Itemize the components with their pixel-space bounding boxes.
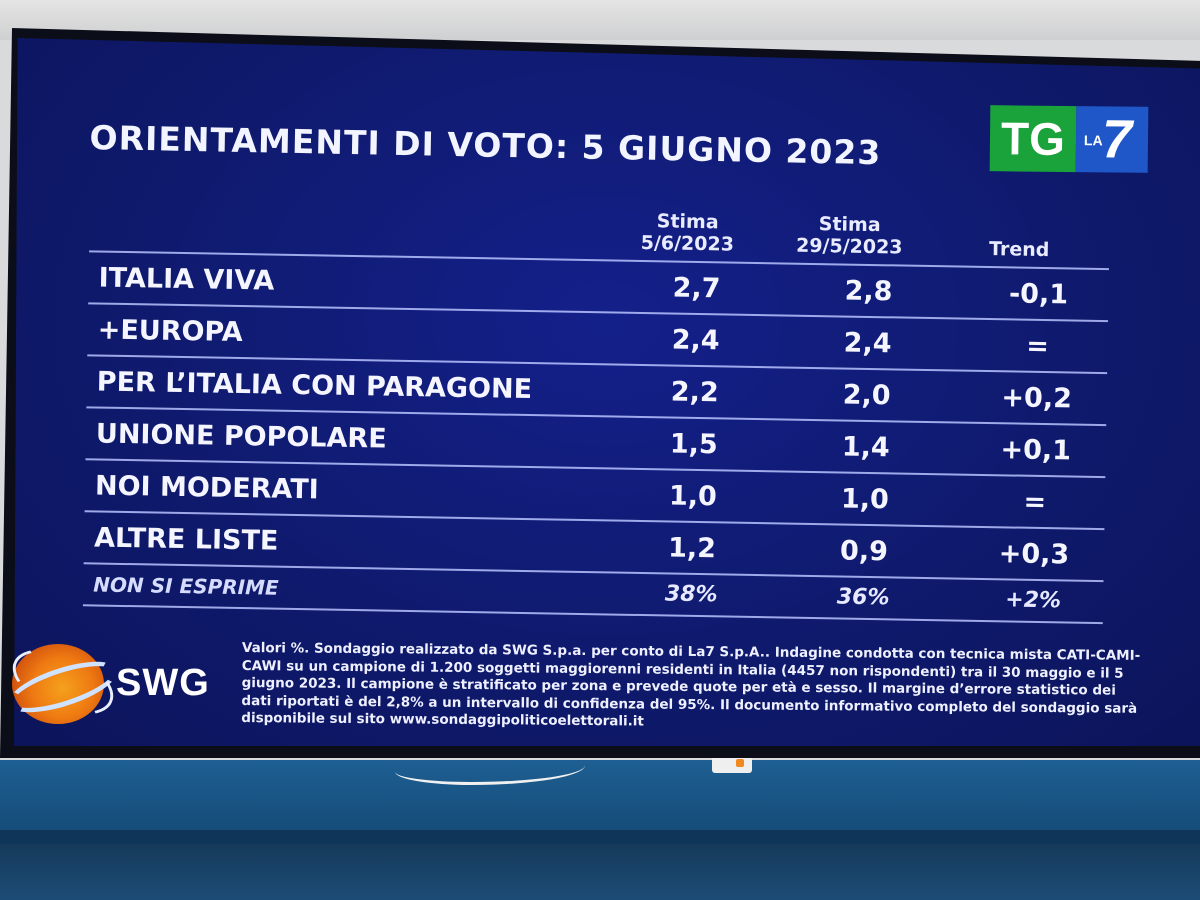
estimate-current: 1,0 (668, 480, 718, 513)
column-header-current: Stima 5/6/2023 (617, 210, 758, 256)
estimate-current: 1,5 (669, 428, 719, 461)
party-name: NOI MODERATI (94, 470, 319, 506)
estimate-previous: 2,8 (844, 275, 893, 308)
seven-logo-text: 7 (1101, 109, 1133, 170)
shelf-lower (0, 844, 1200, 900)
column-header-trend: Trend (988, 238, 1050, 262)
estimate-current: 2,7 (672, 272, 721, 305)
estimate-previous: 1,4 (841, 431, 890, 464)
swg-logo: SWG (2, 636, 232, 730)
party-name: UNIONE POPOLARE (95, 418, 387, 455)
methodology-note: Valori %. Sondaggio realizzato da SWG S.… (241, 640, 1141, 730)
power-cable (395, 752, 585, 785)
la7-logo-block: LA 7 (1075, 106, 1149, 173)
party-name: PER L’ITALIA CON PARAGONE (96, 366, 533, 406)
column-header-current-line2: 5/6/2023 (640, 231, 735, 256)
summary-current: 38% (664, 581, 718, 608)
column-header-current-line1: Stima (656, 210, 719, 234)
column-header-previous-line1: Stima (818, 213, 881, 237)
estimate-previous: 2,4 (843, 327, 892, 360)
party-name: +EUROPA (97, 314, 243, 349)
power-plug (712, 755, 752, 773)
summary-trend: +2% (1005, 587, 1062, 614)
column-header-previous: Stima 29/5/2023 (769, 212, 930, 259)
trend-value: -0,1 (1008, 278, 1069, 311)
swg-globe-icon (12, 644, 104, 724)
trend-value: = (1026, 330, 1050, 363)
estimate-current: 2,2 (670, 376, 719, 409)
estimate-current: 1,2 (667, 532, 717, 565)
shelf-edge (0, 830, 1200, 844)
party-name: ALTRE LISTE (93, 522, 279, 557)
estimate-current: 2,4 (671, 324, 720, 357)
summary-previous: 36% (836, 584, 890, 611)
trend-value: +0,3 (998, 538, 1070, 571)
la-logo-text: LA (1083, 132, 1103, 149)
trend-value: +0,1 (1000, 434, 1072, 467)
column-header-previous-line2: 29/5/2023 (795, 234, 903, 259)
tg-logo-text: TG (989, 105, 1077, 173)
party-name: ITALIA VIVA (98, 262, 275, 297)
estimate-previous: 1,0 (840, 483, 890, 516)
estimate-previous: 2,0 (842, 379, 891, 412)
trend-value: +0,2 (1001, 382, 1073, 415)
estimate-previous: 0,9 (839, 535, 889, 568)
tg-la7-logo: TG LA 7 (989, 105, 1149, 173)
trend-value: = (1023, 486, 1047, 519)
summary-label: NON SI ESPRIME (93, 572, 279, 600)
plug-indicator (736, 759, 744, 767)
swg-logo-text: SWG (116, 662, 210, 704)
